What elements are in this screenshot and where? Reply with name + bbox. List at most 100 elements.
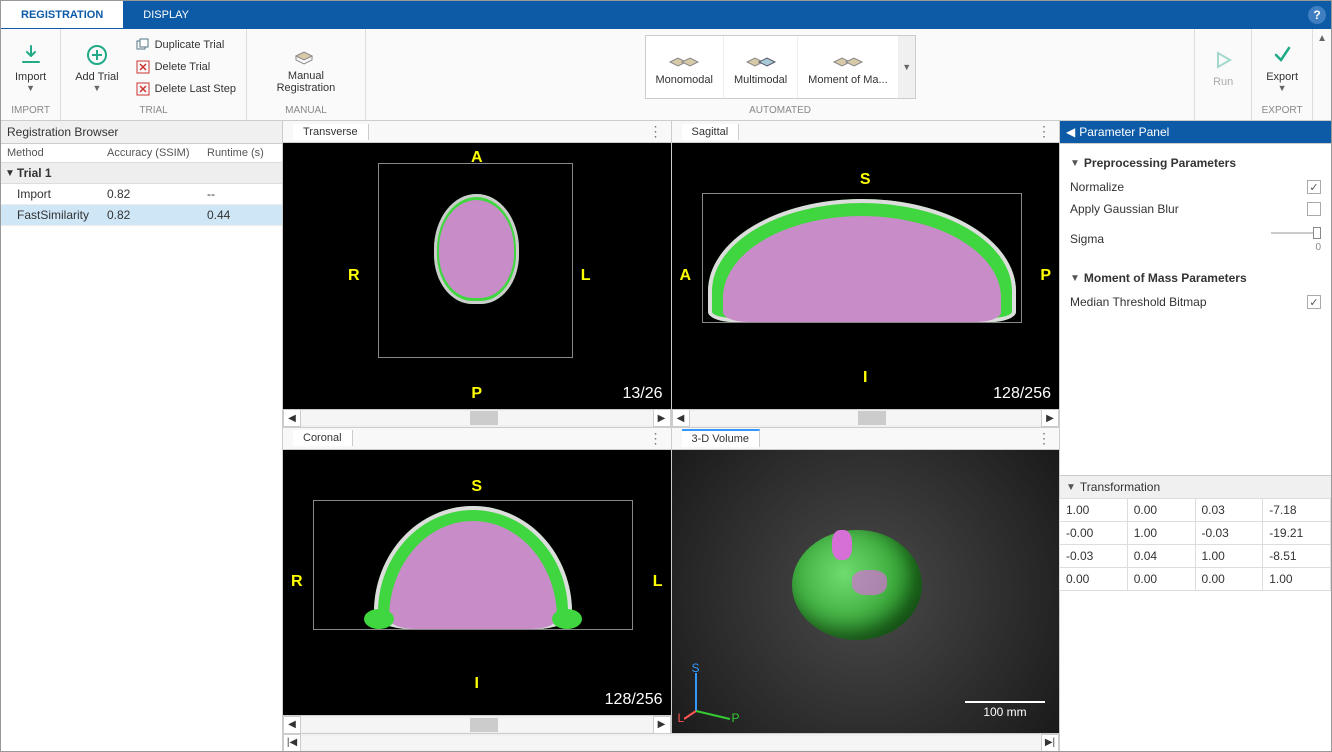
multimodal-label: Multimodal [734, 74, 787, 86]
export-icon [1268, 41, 1296, 69]
sagittal-scrollbar[interactable]: ◀ ▶ [672, 409, 1060, 427]
volume-tab[interactable]: 3-D Volume [682, 429, 760, 447]
sagittal-tab[interactable]: Sagittal [682, 124, 740, 140]
volume-tabs: 3-D Volume ⋮ [672, 428, 1060, 450]
volume-menu[interactable]: ⋮ [1029, 430, 1059, 447]
export-button[interactable]: Export ▼ [1258, 37, 1306, 97]
import-group-label: IMPORT [7, 103, 54, 118]
coronal-canvas[interactable]: S I R L 128/256 [283, 450, 671, 716]
section-toggle-icon[interactable]: ▼ [1070, 273, 1080, 284]
multimodal-button[interactable]: Multimodal [724, 36, 798, 98]
scroll-left-icon[interactable]: ◀ [283, 716, 301, 734]
add-trial-icon [83, 41, 111, 69]
coronal-scrollbar[interactable]: ◀ ▶ [283, 715, 671, 733]
median-threshold-checkbox[interactable]: ✓ [1307, 295, 1321, 309]
ribbon-group-import: Import ▼ IMPORT [1, 29, 61, 120]
transverse-tab[interactable]: Transverse [293, 124, 369, 140]
add-trial-button[interactable]: Add Trial ▼ [67, 37, 126, 97]
axis-p: P [1040, 267, 1051, 285]
delete-trial-button[interactable]: Delete Trial [131, 57, 240, 77]
transformation-matrix: 1.00 0.00 0.03 -7.18 -0.00 1.00 -0.03 -1… [1060, 499, 1331, 591]
add-trial-dropdown-icon: ▼ [92, 83, 101, 93]
scroll-right-icon[interactable]: ▶ [653, 716, 671, 734]
transverse-scrollbar[interactable]: ◀ ▶ [283, 409, 671, 427]
matrix-cell: 1.00 [1195, 544, 1264, 568]
moment-of-mass-button[interactable]: Moment of Ma... [798, 36, 898, 98]
matrix-cell: 1.00 [1059, 498, 1128, 522]
gaussian-checkbox[interactable] [1307, 202, 1321, 216]
parameter-panel-header: ◀ Parameter Panel [1060, 121, 1331, 144]
scroll-right-icon[interactable]: ▶ [653, 409, 671, 427]
transverse-canvas[interactable]: A P R L 13/26 [283, 143, 671, 409]
row-accuracy: 0.82 [101, 184, 201, 204]
transformation-header[interactable]: ▼ Transformation [1060, 475, 1331, 499]
import-dropdown-icon: ▼ [26, 83, 35, 93]
duplicate-trial-button[interactable]: Duplicate Trial [131, 35, 240, 55]
gallery-dropdown[interactable]: ▼ [899, 36, 915, 98]
import-icon [17, 41, 45, 69]
transformation-toggle-icon: ▼ [1066, 482, 1076, 493]
scroll-right-icon[interactable]: ▶ [1041, 409, 1059, 427]
normalize-checkbox[interactable]: ✓ [1307, 180, 1321, 194]
scroll-left-icon[interactable]: ◀ [672, 409, 690, 427]
manual-group-label: MANUAL [253, 103, 359, 118]
scroll-left-icon[interactable]: |◀ [283, 734, 301, 752]
help-button[interactable]: ? [1303, 1, 1331, 28]
matrix-cell: -0.00 [1059, 521, 1128, 545]
sagittal-canvas[interactable]: S I A P 128/256 [672, 143, 1060, 409]
sigma-label: Sigma [1070, 232, 1104, 246]
axis-a: A [680, 267, 692, 285]
coronal-tab[interactable]: Coronal [293, 430, 353, 446]
volume-canvas[interactable]: S L P 100 mm [672, 450, 1060, 734]
sagittal-slice-count: 128/256 [993, 385, 1051, 403]
axis-r: R [291, 573, 303, 591]
matrix-cell: -0.03 [1059, 544, 1128, 568]
axis-l: L [653, 573, 663, 591]
tab-registration[interactable]: REGISTRATION [1, 1, 123, 28]
bottom-scrollbar[interactable]: |◀ ▶| [283, 733, 1059, 751]
tab-display[interactable]: DISPLAY [123, 1, 209, 28]
center-views: Transverse ⋮ A P R L 13/26 [283, 121, 1059, 751]
delete-last-step-button[interactable]: Delete Last Step [131, 79, 240, 99]
param-panel-collapse-icon[interactable]: ◀ [1066, 125, 1075, 139]
matrix-cell: -7.18 [1262, 498, 1331, 522]
row-method: FastSimilarity [1, 205, 101, 225]
scale-bar: 100 mm [965, 701, 1045, 719]
scale-label: 100 mm [965, 705, 1045, 719]
ribbon-group-manual: Manual Registration MANUAL [247, 29, 366, 120]
coronal-slice-count: 128/256 [605, 691, 663, 709]
axis3d-s: S [692, 661, 700, 675]
scroll-right-icon[interactable]: ▶| [1041, 734, 1059, 752]
row-runtime: 0.44 [201, 205, 282, 225]
monomodal-icon [668, 48, 700, 72]
ribbon-collapse-icon[interactable]: ▲ [1317, 33, 1327, 44]
axis-i: I [475, 675, 479, 693]
run-button[interactable]: Run [1201, 42, 1245, 92]
trial-1-header[interactable]: ▼ Trial 1 [1, 163, 282, 184]
preprocessing-section: ▼Preprocessing Parameters Normalize ✓ Ap… [1060, 144, 1331, 319]
scroll-left-icon[interactable]: ◀ [283, 409, 301, 427]
axis-l: L [581, 267, 591, 285]
export-label: Export [1266, 71, 1298, 83]
matrix-cell: 1.00 [1127, 521, 1196, 545]
sagittal-menu[interactable]: ⋮ [1029, 123, 1059, 140]
axis-p: P [471, 385, 482, 403]
manual-registration-button[interactable]: Manual Registration [253, 36, 359, 98]
ribbon-group-export: Export ▼ EXPORT [1252, 29, 1313, 120]
transverse-tabs: Transverse ⋮ [283, 121, 671, 143]
automated-gallery: Monomodal Multimodal Moment of Ma... ▼ [645, 35, 916, 99]
import-button[interactable]: Import ▼ [7, 37, 54, 97]
monomodal-button[interactable]: Monomodal [646, 36, 724, 98]
import-label: Import [15, 71, 46, 83]
transverse-menu[interactable]: ⋮ [641, 123, 671, 140]
moment-of-mass-label: Moment of Ma... [808, 74, 887, 86]
axis-i: I [863, 369, 867, 387]
section-toggle-icon[interactable]: ▼ [1070, 158, 1080, 169]
ribbon-group-automated: Monomodal Multimodal Moment of Ma... ▼ A… [366, 29, 1195, 120]
coronal-menu[interactable]: ⋮ [641, 430, 671, 447]
sigma-slider[interactable] [1271, 224, 1321, 242]
table-row[interactable]: FastSimilarity 0.82 0.44 [1, 205, 282, 226]
table-row[interactable]: Import 0.82 -- [1, 184, 282, 205]
gallery-dropdown-icon: ▼ [902, 62, 911, 72]
volume-view: 3-D Volume ⋮ [672, 428, 1060, 734]
